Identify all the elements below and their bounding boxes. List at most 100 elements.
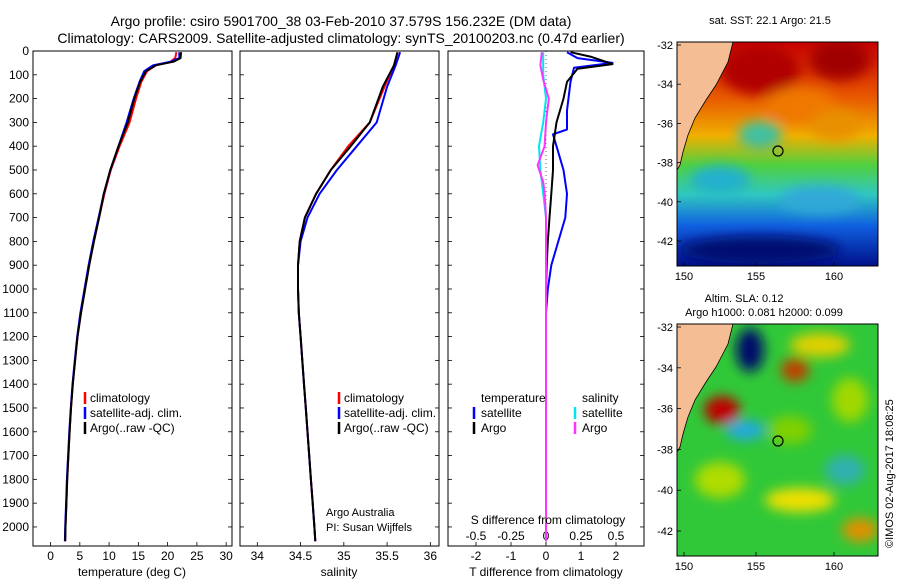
chart-title-line1: Argo profile: csiro 5901700_38 03-Feb-20… [111, 13, 572, 29]
map-lat-label: -38 [657, 158, 673, 170]
salinity-x-axis: 34 34.5 35 35.5 36 [251, 542, 438, 563]
sst-map-frame [676, 41, 879, 267]
salinity-panel [239, 50, 440, 547]
map-lat-label: -36 [657, 404, 673, 416]
map-lat-label: -32 [657, 322, 673, 334]
legend-label-t-argo: Argo [481, 421, 507, 435]
salinity-series [297, 51, 402, 542]
legend-label-s-satellite: satellite [582, 406, 623, 420]
sst-map [677, 42, 878, 266]
x-tick-label: 34 [251, 549, 265, 563]
sst-map-axes: -32 -34 -36 -38 -40 -42 150 155 160 [657, 40, 843, 283]
x-tick-label: 15 [132, 549, 146, 563]
legend-label-t-satellite: satellite [481, 406, 522, 420]
sst-argo-location [772, 145, 784, 157]
salinity-xlabel: salinity [321, 565, 358, 579]
depth-tick-label: 1000 [2, 282, 29, 296]
sst-texture [680, 42, 870, 264]
depth-tick-label: 900 [9, 258, 29, 272]
series-line-s-argo [536, 52, 550, 542]
x-tick-label: 35 [337, 549, 351, 563]
depth-tick-label: 600 [9, 187, 29, 201]
depth-tick-label: 1700 [2, 449, 29, 463]
map-lat-label: -34 [657, 363, 673, 375]
temperature-xlabel: temperature (deg C) [78, 565, 186, 579]
difference-series [536, 51, 614, 542]
map-lon-label: 155 [747, 561, 765, 573]
depth-tick-label: 800 [9, 234, 29, 248]
depth-tick-label: 1500 [2, 401, 29, 415]
sst-coastline [677, 42, 734, 171]
x-tick-label: 5 [76, 549, 83, 563]
x-tick-label: 10 [102, 549, 116, 563]
x-tick-label: 1 [578, 549, 585, 563]
map-lat-label: -36 [657, 118, 673, 130]
map-lat-label: -40 [657, 485, 673, 497]
s-tick-label: -0.25 [497, 529, 525, 543]
sla-argo-location [772, 435, 784, 447]
map-lat-label: -40 [657, 197, 673, 209]
map-lat-label: -42 [657, 236, 673, 248]
depth-tick-label: 0 [22, 44, 29, 58]
difference-xlabel: T difference from climatology [469, 565, 623, 579]
salinity-legend: climatology satellite-adj. clim. Argo(..… [337, 391, 436, 435]
legend-label-climatology: climatology [90, 391, 150, 405]
map-lat-label: -38 [657, 444, 673, 456]
depth-axis: 0 100 200 300 400 500 600 700 800 900 1000 1100 1200… [2, 44, 644, 534]
x-tick-label: 25 [190, 549, 204, 563]
annotation-line1: Argo Australia [326, 507, 395, 519]
sla-texture [695, 328, 878, 542]
depth-tick-label: 1200 [2, 330, 29, 344]
depth-tick-label: 1100 [3, 306, 29, 320]
x-tick-label: 30 [219, 549, 233, 563]
s-tick-label: 0.5 [608, 529, 625, 543]
depth-tick-label: 1300 [2, 353, 29, 367]
x-tick-label: 34.5 [289, 549, 313, 563]
sst-land [677, 42, 733, 170]
map-lat-label: -34 [657, 79, 673, 91]
series-line-argo-raw-qc- [297, 51, 399, 542]
s-tick-label: 0.25 [569, 529, 593, 543]
legend-label-argo: Argo(..raw -QC) [90, 421, 175, 435]
sla-map-frame [676, 323, 879, 557]
series-line-climatology [64, 52, 178, 542]
map-lat-label: -32 [657, 40, 673, 52]
depth-tick-label: 1400 [2, 377, 29, 391]
map-lon-label: 150 [675, 271, 693, 283]
legend-label-satellite: satellite-adj. clim. [90, 406, 182, 420]
x-tick-label: 2 [613, 549, 620, 563]
sla-land [677, 324, 733, 452]
x-tick-label: 0 [543, 549, 550, 563]
legend-title-temperature: temperature [481, 391, 546, 405]
depth-tick-label: 2000 [2, 520, 29, 534]
depth-tick-label: 400 [9, 139, 29, 153]
legend-title-salinity: salinity [582, 391, 619, 405]
sla-coastline [677, 324, 734, 453]
series-line-satellite-adj-clim- [63, 52, 181, 542]
temperature-x-axis: 0 5 10 15 20 25 30 [47, 542, 233, 563]
s-tick-label: -0.5 [466, 529, 487, 543]
sla-map [677, 324, 878, 556]
sst-map-title: sat. SST: 22.1 Argo: 21.5 [709, 15, 831, 27]
legend-label-climatology: climatology [344, 391, 404, 405]
difference-legend: temperature satellite Argo salinity sate… [472, 391, 623, 435]
legend-label-satellite: satellite-adj. clim. [344, 406, 436, 420]
depth-tick-label: 1800 [2, 472, 29, 486]
depth-tick-label: 700 [9, 211, 29, 225]
series-line-satellite-adj-clim- [297, 51, 402, 542]
sla-map-axes: -32 -34 -36 -38 -40 -42 150 155 160 [657, 322, 843, 573]
map-lon-label: 160 [825, 271, 843, 283]
sla-map-title-line2: Argo h1000: 0.081 h2000: 0.099 [685, 307, 843, 319]
map-lat-label: -42 [657, 526, 673, 538]
depth-tick-label: 300 [9, 115, 29, 129]
map-lon-label: 155 [747, 271, 765, 283]
depth-tick-label: 1600 [2, 425, 29, 439]
x-tick-label: 35.5 [375, 549, 399, 563]
annotation-line2: PI: Susan Wijffels [326, 522, 412, 534]
x-tick-label: -1 [506, 549, 517, 563]
depth-tick-label: 200 [9, 92, 29, 106]
series-line-argo-raw-qc- [64, 52, 183, 542]
x-tick-label: 36 [424, 549, 438, 563]
temperature-legend: climatology satellite-adj. clim. Argo(..… [83, 391, 182, 435]
